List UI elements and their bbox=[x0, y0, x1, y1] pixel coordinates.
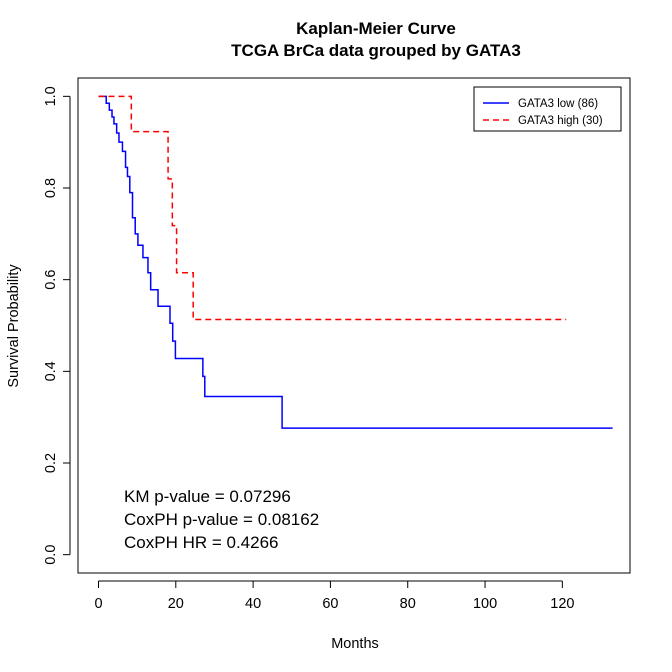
series-layer bbox=[98, 95, 613, 429]
y-axis: 0.0 0.2 0.4 0.6 0.8 1.0 bbox=[43, 86, 71, 565]
legend-box bbox=[473, 86, 622, 132]
stats-annotations: KM p-value = 0.07296 CoxPH p-value = 0.0… bbox=[124, 487, 319, 552]
x-tick-label: 80 bbox=[400, 596, 416, 612]
coxph-p-value: CoxPH p-value = 0.08162 bbox=[124, 510, 319, 529]
x-tick-label: 20 bbox=[168, 596, 184, 612]
chart-title: Kaplan-Meier Curve bbox=[296, 19, 456, 38]
x-tick-label: 40 bbox=[245, 596, 261, 612]
x-axis-label: Months bbox=[331, 636, 379, 652]
km-p-value: KM p-value = 0.07296 bbox=[124, 487, 291, 506]
y-tick-label: 0.6 bbox=[43, 270, 59, 290]
x-tick-label: 120 bbox=[550, 596, 574, 612]
y-tick-label: 1.0 bbox=[43, 86, 59, 106]
x-tick-label: 100 bbox=[473, 596, 497, 612]
chart-subtitle: TCGA BrCa data grouped by GATA3 bbox=[231, 41, 521, 60]
y-tick-label: 0.0 bbox=[43, 545, 59, 565]
series-line-0 bbox=[98, 95, 613, 429]
y-tick-label: 0.8 bbox=[43, 178, 59, 198]
plot-frame bbox=[77, 77, 631, 574]
legend-label-gata3-low: GATA3 low (86) bbox=[518, 98, 598, 110]
x-tick-label: 60 bbox=[322, 596, 338, 612]
coxph-hr: CoxPH HR = 0.4266 bbox=[124, 533, 279, 552]
legend: GATA3 low (86) GATA3 high (30) bbox=[473, 86, 622, 132]
series-line-1 bbox=[98, 95, 567, 321]
legend-label-gata3-high: GATA3 high (30) bbox=[518, 115, 603, 127]
x-tick-label: 0 bbox=[94, 596, 102, 612]
y-tick-label: 0.4 bbox=[43, 361, 59, 381]
y-axis-label: Survival Probability bbox=[6, 264, 22, 388]
y-tick-label: 0.2 bbox=[43, 453, 59, 473]
x-axis: 0 20 40 60 80 100 120 bbox=[94, 580, 574, 612]
